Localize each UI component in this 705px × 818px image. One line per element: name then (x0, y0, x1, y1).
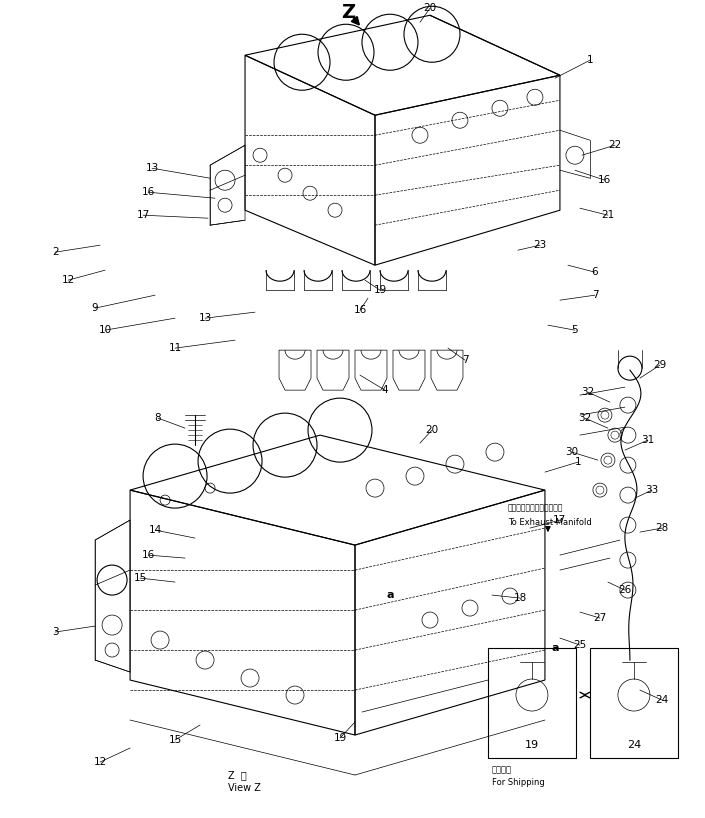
Text: 15: 15 (133, 573, 147, 583)
Text: 31: 31 (642, 435, 654, 445)
Text: 27: 27 (594, 613, 606, 623)
Text: a: a (551, 643, 558, 653)
Text: 29: 29 (654, 360, 666, 370)
Text: 19: 19 (333, 733, 347, 743)
Text: 24: 24 (627, 740, 641, 750)
Text: 32: 32 (582, 387, 594, 397)
Text: 10: 10 (99, 326, 111, 335)
Text: 30: 30 (565, 447, 579, 457)
Text: 19: 19 (525, 740, 539, 750)
Text: 12: 12 (61, 275, 75, 285)
Text: 2: 2 (51, 247, 59, 257)
Text: 17: 17 (553, 515, 567, 525)
Text: 7: 7 (591, 290, 599, 300)
Text: エキゾーストマニホールへ: エキゾーストマニホールへ (508, 504, 563, 513)
Text: 28: 28 (655, 523, 668, 533)
Text: 13: 13 (198, 313, 212, 323)
Text: 16: 16 (142, 187, 154, 197)
Bar (590, 648, 678, 758)
Text: 9: 9 (92, 303, 99, 313)
Text: To Exhaust Manifold: To Exhaust Manifold (508, 518, 591, 527)
Text: 16: 16 (353, 305, 367, 315)
Text: 18: 18 (513, 593, 527, 603)
Text: 32: 32 (578, 413, 591, 423)
Text: 11: 11 (168, 343, 182, 353)
Text: 15: 15 (168, 735, 182, 745)
Text: 25: 25 (573, 640, 587, 650)
Text: 13: 13 (145, 164, 159, 173)
Text: 16: 16 (599, 175, 611, 185)
Text: 3: 3 (51, 627, 59, 637)
Text: 20: 20 (424, 3, 436, 13)
Text: 33: 33 (645, 485, 658, 495)
Text: 7: 7 (462, 355, 468, 365)
Bar (488, 648, 576, 758)
Text: 1: 1 (575, 457, 581, 467)
Text: 19: 19 (374, 285, 386, 295)
Text: 20: 20 (425, 425, 439, 435)
Text: 1: 1 (587, 56, 593, 65)
Text: 8: 8 (155, 413, 161, 423)
Text: a: a (386, 590, 393, 600)
Text: 26: 26 (618, 585, 632, 595)
Text: 17: 17 (137, 210, 149, 220)
Text: 23: 23 (533, 240, 546, 250)
Text: 運輸部品: 運輸部品 (492, 766, 512, 775)
Text: 12: 12 (94, 757, 106, 767)
Text: 5: 5 (572, 326, 578, 335)
Text: Z  視: Z 視 (228, 770, 247, 780)
Text: 4: 4 (381, 385, 388, 395)
Text: 6: 6 (591, 267, 599, 277)
Text: Z: Z (341, 2, 355, 22)
Text: View Z: View Z (228, 783, 261, 793)
Text: 14: 14 (149, 525, 161, 535)
Text: 22: 22 (608, 140, 622, 151)
Text: 24: 24 (655, 695, 668, 705)
Text: For Shipping: For Shipping (492, 778, 545, 787)
Text: 21: 21 (601, 210, 615, 220)
Text: 16: 16 (142, 550, 154, 560)
